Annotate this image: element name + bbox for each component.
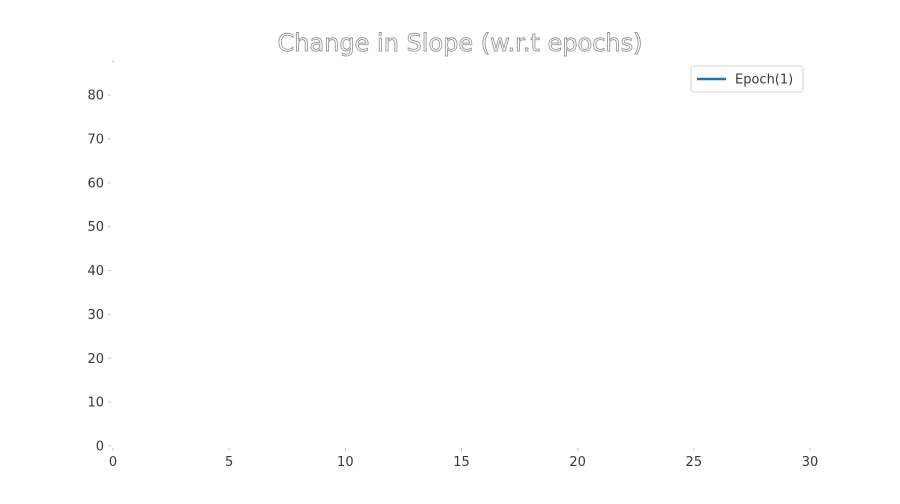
- x-tick-label: 25: [686, 455, 703, 470]
- y-tick-label: 10: [87, 396, 104, 411]
- y-tick-label: 20: [87, 352, 104, 367]
- y-axis: 0 10 20 30 40 50 60 70 80: [87, 60, 114, 455]
- x-tick-label: 15: [453, 455, 470, 470]
- x-tick-label: 0: [109, 455, 117, 470]
- y-tick-label: 60: [87, 176, 104, 191]
- legend: Epoch(1): [690, 65, 804, 93]
- y-tick-label: 0: [96, 440, 104, 455]
- chart-title: Change in Slope (w.r.t epochs): [278, 29, 643, 57]
- y-tick-label: 30: [87, 308, 104, 323]
- legend-box: [690, 65, 804, 93]
- x-axis: 0 5 10 15 20 25 30: [109, 448, 818, 470]
- y-tick-label: 50: [87, 220, 104, 235]
- y-tick-label: 70: [87, 132, 104, 147]
- legend-label: Epoch(1): [735, 73, 793, 88]
- y-tick-label: 80: [87, 89, 104, 104]
- x-tick-label: 20: [569, 455, 586, 470]
- x-tick-label: 30: [802, 455, 819, 470]
- x-tick-label: 5: [225, 455, 233, 470]
- y-tick-label: 40: [87, 264, 104, 279]
- x-tick-label: 10: [337, 455, 354, 470]
